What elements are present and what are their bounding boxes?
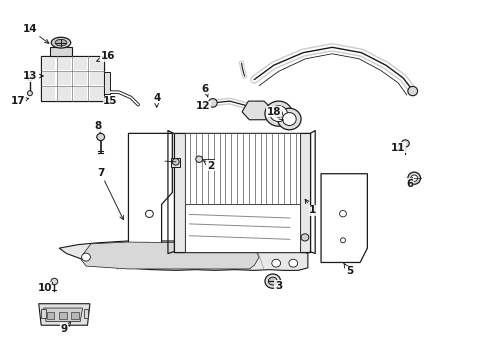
- Ellipse shape: [268, 277, 277, 285]
- Text: 3: 3: [274, 281, 282, 291]
- Bar: [47, 312, 54, 319]
- Ellipse shape: [269, 106, 287, 122]
- Ellipse shape: [274, 110, 282, 117]
- Ellipse shape: [401, 140, 408, 147]
- Ellipse shape: [55, 40, 67, 46]
- Ellipse shape: [264, 274, 280, 288]
- Ellipse shape: [195, 156, 202, 162]
- Bar: [58, 57, 71, 70]
- Ellipse shape: [407, 172, 420, 184]
- Ellipse shape: [277, 108, 301, 130]
- Text: 1: 1: [305, 199, 316, 216]
- Ellipse shape: [172, 159, 179, 165]
- Text: 17: 17: [10, 96, 29, 106]
- Ellipse shape: [51, 37, 71, 48]
- Ellipse shape: [340, 238, 345, 243]
- Text: 7: 7: [97, 168, 123, 220]
- Bar: [184, 204, 299, 252]
- Bar: [42, 87, 55, 100]
- Polygon shape: [43, 308, 82, 321]
- Ellipse shape: [97, 134, 104, 140]
- Bar: [173, 134, 184, 252]
- Ellipse shape: [51, 278, 58, 285]
- Bar: [299, 134, 310, 252]
- Text: 11: 11: [390, 143, 405, 153]
- Ellipse shape: [271, 259, 280, 267]
- Ellipse shape: [339, 211, 346, 217]
- Text: 10: 10: [37, 283, 53, 293]
- Bar: [41, 309, 45, 318]
- Text: 6: 6: [202, 84, 209, 97]
- Ellipse shape: [264, 101, 292, 126]
- Ellipse shape: [81, 253, 90, 261]
- Ellipse shape: [145, 210, 153, 217]
- Bar: [58, 72, 71, 85]
- Bar: [74, 72, 86, 85]
- Bar: [41, 56, 104, 101]
- Text: 5: 5: [343, 264, 352, 276]
- Bar: [89, 57, 102, 70]
- Ellipse shape: [407, 86, 417, 96]
- Polygon shape: [39, 304, 90, 325]
- Bar: [74, 87, 86, 100]
- Bar: [58, 87, 71, 100]
- Bar: [71, 312, 79, 319]
- Bar: [59, 312, 66, 319]
- Ellipse shape: [301, 234, 308, 241]
- Text: 8: 8: [94, 121, 102, 132]
- Polygon shape: [128, 134, 172, 244]
- Ellipse shape: [27, 75, 33, 81]
- Text: 13: 13: [22, 71, 43, 81]
- Text: 4: 4: [153, 93, 160, 107]
- Bar: [173, 134, 310, 252]
- Bar: [42, 72, 55, 85]
- Text: 14: 14: [22, 24, 49, 43]
- Bar: [89, 72, 102, 85]
- Ellipse shape: [208, 99, 217, 107]
- Bar: [104, 72, 110, 94]
- Polygon shape: [321, 174, 366, 262]
- Bar: [50, 47, 72, 56]
- Bar: [171, 158, 180, 167]
- Bar: [74, 57, 86, 70]
- Bar: [42, 57, 55, 70]
- Text: 9: 9: [61, 322, 71, 334]
- Bar: [184, 134, 299, 204]
- Ellipse shape: [410, 175, 417, 181]
- Polygon shape: [81, 242, 259, 269]
- Bar: [83, 309, 88, 318]
- Text: 15: 15: [103, 96, 118, 106]
- Polygon shape: [242, 101, 271, 120]
- Text: 2: 2: [203, 161, 214, 171]
- Ellipse shape: [27, 91, 32, 96]
- Text: 12: 12: [195, 102, 210, 112]
- Ellipse shape: [288, 259, 297, 267]
- Ellipse shape: [282, 113, 296, 126]
- Polygon shape: [59, 241, 307, 270]
- Bar: [89, 87, 102, 100]
- Text: 6: 6: [406, 177, 413, 189]
- Text: 18: 18: [266, 107, 283, 120]
- Text: 16: 16: [97, 51, 115, 62]
